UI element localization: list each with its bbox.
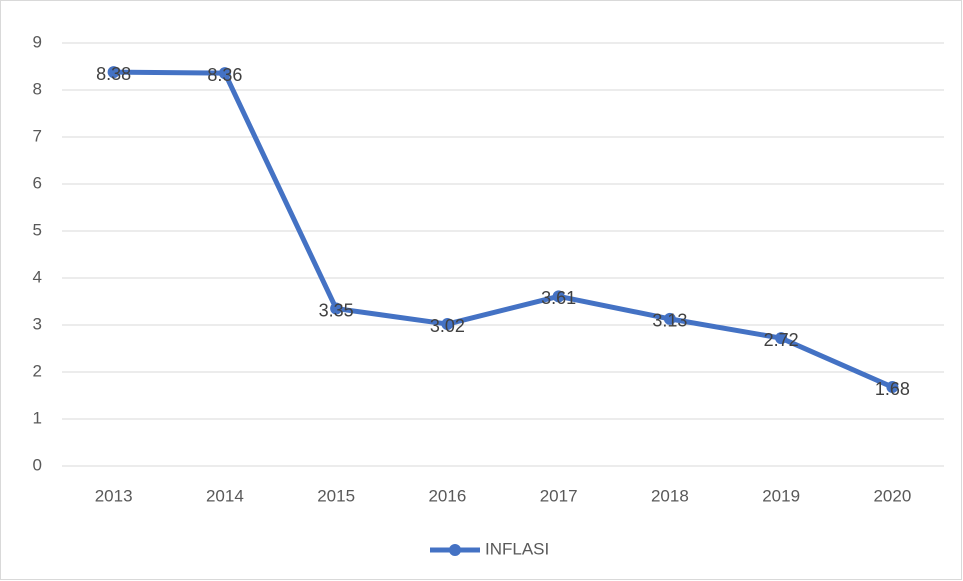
y-tick-label: 0 bbox=[33, 455, 42, 474]
legend-label: INFLASI bbox=[485, 539, 549, 558]
marker bbox=[330, 302, 343, 315]
x-tick-label: 2016 bbox=[428, 486, 466, 505]
y-tick-label: 3 bbox=[33, 314, 42, 333]
y-tick-label: 7 bbox=[33, 126, 42, 145]
legend-marker bbox=[449, 544, 461, 556]
x-tick-label: 2017 bbox=[540, 486, 578, 505]
x-tick-label: 2018 bbox=[651, 486, 689, 505]
data-label: 3.35 bbox=[319, 300, 354, 320]
x-tick-label: 2019 bbox=[762, 486, 800, 505]
y-tick-label: 9 bbox=[33, 32, 42, 51]
y-tick-label: 6 bbox=[33, 173, 42, 192]
marker bbox=[218, 67, 231, 80]
marker bbox=[663, 312, 676, 325]
y-tick-label: 2 bbox=[33, 361, 42, 380]
data-label: 8.36 bbox=[207, 65, 242, 85]
data-label: 2.72 bbox=[764, 330, 799, 350]
marker bbox=[107, 66, 120, 79]
marker bbox=[886, 381, 899, 394]
line bbox=[113, 69, 894, 390]
y-tick-label: 8 bbox=[33, 79, 42, 98]
data-label: 8.38 bbox=[96, 64, 131, 84]
y-tick-label: 1 bbox=[33, 408, 42, 427]
marker bbox=[441, 318, 454, 331]
x-tick-label: 2015 bbox=[317, 486, 355, 505]
x-tick-label: 2020 bbox=[873, 486, 911, 505]
x-tick-label: 2013 bbox=[95, 486, 133, 505]
y-tick-label: 4 bbox=[33, 267, 42, 286]
data-label: 3.13 bbox=[652, 311, 687, 331]
data-label: 3.61 bbox=[541, 288, 576, 308]
y-tick-label: 5 bbox=[33, 220, 42, 239]
data-label: 3.02 bbox=[430, 316, 465, 336]
x-tick-label: 2014 bbox=[206, 486, 244, 505]
marker bbox=[775, 332, 788, 345]
data-label: 1.68 bbox=[875, 379, 910, 399]
marker bbox=[552, 290, 565, 303]
